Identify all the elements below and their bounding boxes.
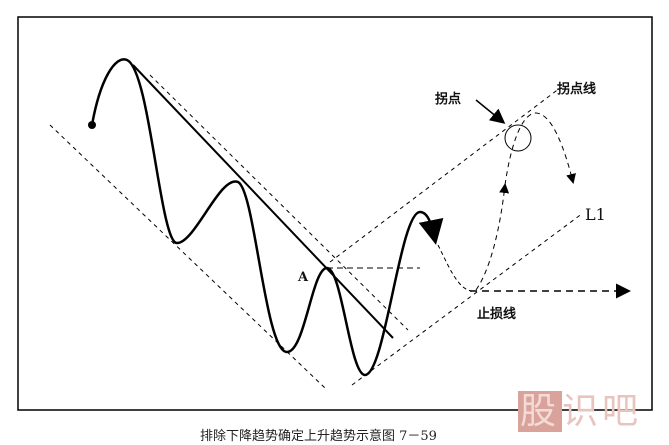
upper-channel-line	[149, 74, 409, 331]
diagram-frame	[17, 16, 653, 411]
l1-label: L1	[585, 205, 606, 224]
turning-point-label: 拐点	[435, 92, 462, 107]
figure-caption: 排除下降趋势确定上升趋势示意图 7－59	[200, 429, 437, 444]
turning-point-circle	[504, 124, 532, 152]
downtrend-line	[132, 64, 394, 339]
price-curve	[90, 58, 444, 377]
turning-point-line-label: 拐点线	[557, 82, 597, 97]
watermark-logo: 股识吧	[518, 391, 643, 432]
turning-point-pointer	[475, 99, 506, 124]
turning-point-line	[329, 87, 561, 263]
projected-top	[504, 112, 576, 186]
stop-loss-label: 止损线	[477, 307, 517, 322]
lower-channel-line	[49, 124, 326, 389]
l1-line	[351, 212, 584, 386]
point-a-label: A	[298, 270, 309, 285]
projected-rise	[475, 183, 510, 291]
projected-dip	[437, 244, 473, 292]
